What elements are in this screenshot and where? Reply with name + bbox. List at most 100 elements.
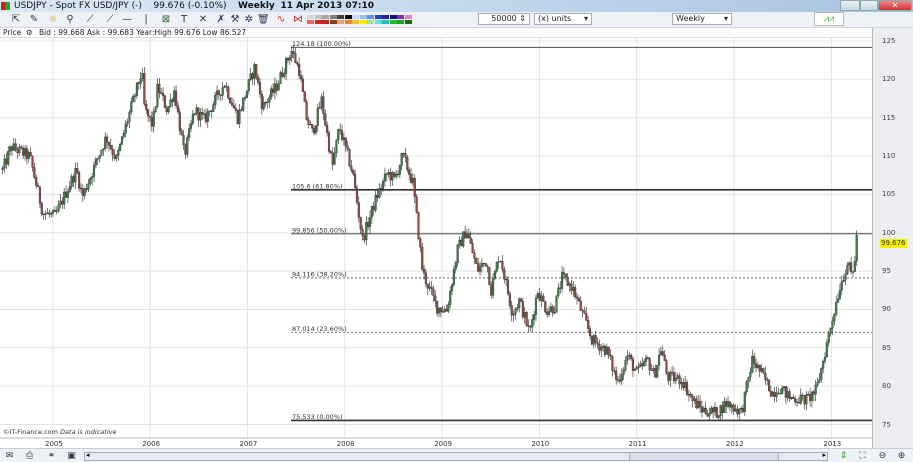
candle — [630, 353, 633, 361]
pattern-icon[interactable]: ⋈ — [293, 14, 303, 25]
color-swatch[interactable] — [322, 20, 329, 24]
magnifier-icon[interactable]: ⚲ — [66, 14, 74, 25]
wrench-icon[interactable]: ⚙ — [26, 28, 33, 37]
candle-body — [175, 90, 178, 106]
horizontal-line-icon[interactable]: — — [122, 14, 132, 25]
candle-body — [615, 370, 618, 380]
color-swatch[interactable] — [397, 20, 404, 24]
color-swatch[interactable] — [337, 15, 344, 19]
color-swatch[interactable] — [397, 15, 404, 19]
candle-body — [57, 204, 60, 212]
color-swatch[interactable] — [389, 15, 397, 19]
color-swatch[interactable] — [404, 15, 412, 19]
chart-scrollbar[interactable]: ◂ ▸ — [84, 451, 828, 461]
candle — [831, 316, 834, 335]
candle-body — [9, 146, 12, 152]
quantity-stepper[interactable]: 50000 ⇕ — [478, 13, 530, 25]
candle-body — [201, 112, 204, 115]
cross-icon[interactable]: ✕ — [198, 14, 208, 25]
color-swatch[interactable] — [352, 15, 359, 19]
text-box-icon[interactable]: T — [180, 14, 188, 25]
candle-body — [33, 166, 36, 178]
color-swatch[interactable] — [374, 15, 382, 19]
candle — [851, 271, 855, 277]
chart-type-icon[interactable]: ⩘⩘ — [814, 12, 844, 26]
email-icon[interactable]: ✉ — [5, 451, 14, 461]
maximize-button[interactable] — [860, 0, 878, 11]
color-swatch[interactable] — [322, 15, 329, 19]
color-swatch[interactable] — [404, 20, 412, 24]
zoom-in-icon[interactable]: ⊕ — [897, 451, 906, 461]
units-select[interactable]: (x) units ▾ — [534, 13, 592, 25]
color-swatch[interactable] — [314, 15, 322, 19]
candle — [833, 313, 836, 326]
color-swatch[interactable] — [344, 20, 352, 24]
candle — [514, 307, 517, 320]
trash-icon[interactable]: 🗑 — [257, 14, 269, 25]
indicator-icon[interactable]: ∿ — [276, 14, 286, 25]
candle — [749, 367, 752, 382]
scroll-left-icon[interactable]: ◂ — [86, 451, 90, 459]
color-swatch[interactable] — [307, 20, 314, 24]
candle-body — [132, 95, 135, 102]
print-icon[interactable]: ⎙ — [25, 451, 34, 461]
candle-body — [464, 231, 467, 239]
zoom-out-icon[interactable]: ⊖ — [878, 451, 887, 461]
candle-body — [271, 88, 275, 93]
candle-body — [230, 102, 234, 106]
candle — [240, 106, 243, 112]
color-swatch[interactable] — [389, 20, 397, 24]
candle — [266, 98, 269, 109]
color-swatch[interactable] — [337, 20, 344, 24]
color-swatch[interactable] — [352, 20, 359, 24]
zoom-fit-icon[interactable]: ⛶ — [859, 451, 866, 461]
save-image-icon[interactable]: ▣ — [67, 451, 76, 461]
color-swatch[interactable] — [367, 20, 374, 24]
tools-icon[interactable]: ⚒ — [230, 14, 240, 25]
color-swatch[interactable] — [329, 20, 337, 24]
candle — [406, 154, 409, 173]
gear-icon[interactable]: ✲ — [244, 14, 254, 25]
pointer-icon[interactable]: ⇱ — [11, 14, 21, 25]
color-swatch[interactable] — [382, 20, 389, 24]
autoscale-icon[interactable]: ⇕ — [839, 451, 848, 461]
scroll-right-icon[interactable]: ▸ — [822, 451, 826, 459]
color-swatch[interactable] — [374, 20, 382, 24]
close-button[interactable]: ✕ — [878, 0, 912, 11]
color-swatch[interactable] — [382, 15, 389, 19]
alarm-icon[interactable]: ☼ — [48, 14, 58, 25]
timeframe-select[interactable]: Weekly ▾ — [672, 13, 732, 25]
candle-body — [486, 265, 489, 268]
line-icon[interactable]: ⟋ — [86, 14, 94, 25]
color-swatch[interactable] — [359, 15, 367, 19]
color-swatch[interactable] — [329, 15, 337, 19]
candle-body — [594, 335, 597, 343]
candle-body — [152, 111, 155, 127]
minimize-button[interactable] — [840, 0, 860, 11]
candle — [788, 388, 791, 402]
candle — [333, 147, 336, 166]
candle-body — [169, 99, 172, 107]
candle-body — [708, 413, 711, 417]
ruler-icon[interactable]: ✎ — [29, 14, 39, 25]
candle-body — [456, 244, 459, 263]
candle — [810, 391, 814, 408]
color-swatch[interactable] — [344, 15, 352, 19]
chart-text-icon[interactable]: ⊠ — [161, 14, 171, 25]
fibonacci-icon[interactable]: ✗ — [216, 14, 226, 25]
candle — [840, 275, 843, 296]
trendline-icon[interactable]: ⟋ — [106, 14, 114, 25]
candle-body — [508, 293, 511, 306]
candle-body — [518, 298, 521, 309]
color-swatch[interactable] — [307, 15, 314, 19]
link-icon[interactable]: ⚭ — [47, 451, 56, 461]
color-swatch[interactable] — [314, 20, 322, 24]
candle-body — [309, 124, 312, 126]
price-chart[interactable]: 124.18 (100.00%) 105.6 (61.80%) 99.856 (50… — [0, 0, 872, 448]
color-swatch[interactable] — [367, 15, 374, 19]
candle — [534, 294, 538, 322]
candle — [163, 94, 166, 109]
vertical-line-icon[interactable]: │ — [142, 14, 150, 25]
scroll-thumb[interactable] — [629, 453, 779, 460]
color-swatch[interactable] — [359, 20, 367, 24]
